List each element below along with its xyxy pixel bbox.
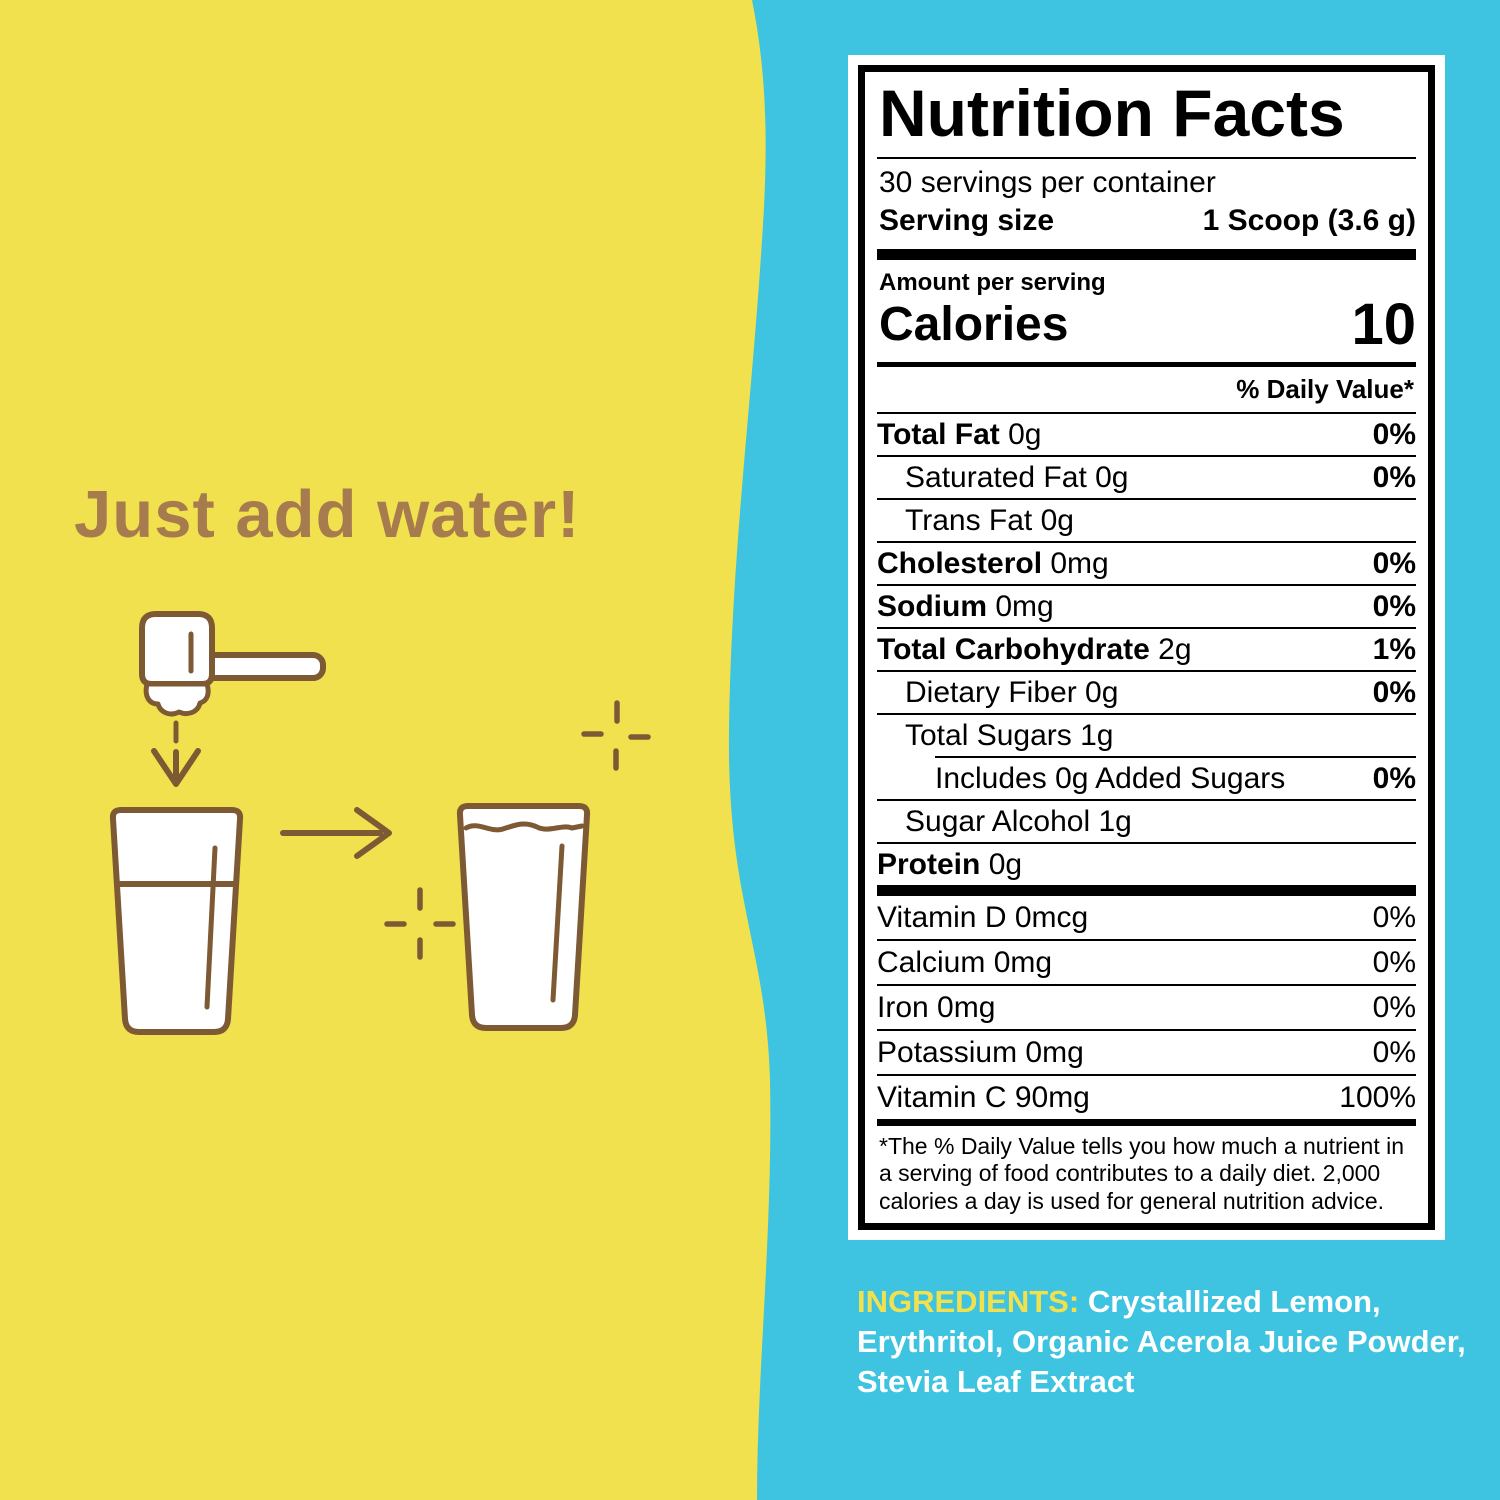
nutrient-row: Sugar Alcohol 1g (877, 799, 1416, 842)
nutrient-name-amount: Total Carbohydrate 2g (877, 632, 1192, 666)
ingredients-line: Erythritol, Organic Acerola Juice Powder… (857, 1324, 1466, 1359)
nutrient-row: Cholesterol 0mg 0% (877, 541, 1416, 584)
nutrient-daily-value: 1% (1372, 632, 1416, 666)
ingredients-block: INGREDIENTS: Crystallized Lemon, Erythri… (857, 1282, 1497, 1402)
scoop-icon (139, 611, 326, 744)
vitamin-daily-value: 0% (1372, 900, 1416, 934)
nutrient-row: Total Carbohydrate 2g 1% (877, 627, 1416, 670)
nutrient-daily-value: 0% (1372, 417, 1416, 451)
nutrient-row: Saturated Fat 0g 0% (877, 455, 1416, 498)
glass-of-water-icon (109, 807, 244, 1035)
calories-label: Calories (879, 298, 1069, 352)
nutrient-name-amount: Protein 0g (877, 847, 1023, 881)
nutrient-daily-value: 0% (1372, 675, 1416, 709)
nutrient-daily-value: 0% (1372, 546, 1416, 580)
vitamin-name-amount: Vitamin C 90mg (877, 1080, 1090, 1114)
partial-rule (935, 756, 1416, 759)
amount-per-serving: Amount per serving (879, 268, 1106, 296)
calories-value: 10 (1351, 291, 1416, 357)
divider-bar (877, 1119, 1416, 1126)
servings-per-container: 30 servings per container (879, 166, 1216, 200)
nutrient-row: Protein 0g (877, 842, 1416, 885)
vitamin-row: Iron 0mg 0% (877, 986, 1416, 1032)
nutrition-facts-inner: Nutrition Facts 30 servings per containe… (858, 65, 1435, 1230)
ingredients-label: INGREDIENTS: (857, 1284, 1080, 1319)
vitamin-daily-value: 100% (1339, 1080, 1416, 1114)
divider-bar (877, 249, 1416, 260)
wave-shape (0, 0, 771, 1500)
nutrient-row: Total Sugars 1g (877, 713, 1416, 756)
ingredients-line: INGREDIENTS: Crystallized Lemon, (857, 1282, 1497, 1322)
daily-value-header: % Daily Value* (1236, 374, 1414, 405)
vitamin-name-amount: Calcium 0mg (877, 945, 1053, 979)
ingredients-text: Crystallized Lemon, (1087, 1284, 1381, 1319)
nutrient-row: Trans Fat 0g (877, 498, 1416, 541)
vitamin-row: Potassium 0mg 0% (877, 1031, 1416, 1077)
nutrient-name-amount: Total Sugars 1g (905, 718, 1114, 752)
serving-size-label: Serving size (879, 204, 1055, 238)
vitamin-name-amount: Potassium 0mg (877, 1035, 1084, 1069)
nutrient-rows: Total Fat 0g 0% Saturated Fat 0g 0% Trans Fa… (877, 412, 1416, 885)
calories-row: Calories 10 (877, 291, 1416, 357)
headline: Just add water! (74, 477, 581, 552)
sparkle-icon (581, 700, 651, 771)
nutrient-daily-value: 0% (1372, 460, 1416, 494)
nutrient-row: Dietary Fiber 0g 0% (877, 670, 1416, 713)
vitamin-name-amount: Iron 0mg (877, 990, 996, 1024)
nutrition-facts-label: Nutrition Facts 30 servings per containe… (848, 55, 1445, 1240)
serving-size-value: 1 Scoop (3.6 g) (1202, 204, 1416, 238)
vitamin-row: Vitamin D 0mcg 0% (877, 896, 1416, 942)
vitamin-name-amount: Vitamin D 0mcg (877, 900, 1089, 934)
nutrient-name-amount: Sodium 0mg (877, 589, 1054, 623)
vitamin-daily-value: 0% (1372, 1035, 1416, 1069)
nutrient-daily-value: 0% (1372, 589, 1416, 623)
full-glass-icon (456, 803, 591, 1031)
vitamin-daily-value: 0% (1372, 990, 1416, 1024)
down-arrow-icon (151, 748, 201, 787)
serving-size-row: Serving size 1 Scoop (3.6 g) (877, 202, 1416, 240)
nutrient-name-amount: Total Fat 0g (877, 417, 1042, 451)
nutrient-name-amount: Saturated Fat 0g (905, 460, 1129, 494)
vitamin-row: Vitamin C 90mg 100% (877, 1076, 1416, 1119)
vitamin-daily-value: 0% (1372, 945, 1416, 979)
nutrient-daily-value: 0% (1372, 761, 1416, 795)
ingredients-line: Stevia Leaf Extract (857, 1364, 1135, 1399)
sparkle-icon (384, 887, 456, 960)
right-arrow-icon (280, 807, 392, 859)
daily-value-footnote: *The % Daily Value tells you how much a … (879, 1132, 1405, 1214)
nutrient-name-amount: Includes 0g Added Sugars (935, 761, 1286, 795)
nutrient-name-amount: Dietary Fiber 0g (905, 675, 1119, 709)
nutrient-row: Sodium 0mg 0% (877, 584, 1416, 627)
divider-bar (877, 362, 1416, 368)
nutrient-name-amount: Cholesterol 0mg (877, 546, 1109, 580)
vitamin-rows: Vitamin D 0mcg 0% Calcium 0mg 0% Iron 0mg 0% P… (877, 896, 1416, 1119)
vitamin-row: Calcium 0mg 0% (877, 941, 1416, 987)
nutrition-facts-title: Nutrition Facts (877, 76, 1416, 160)
nutrient-row: Includes 0g Added Sugars 0% (877, 756, 1416, 799)
nutrient-name-amount: Trans Fat 0g (905, 503, 1074, 537)
nutrient-row: Total Fat 0g 0% (877, 412, 1416, 455)
divider-bar (877, 885, 1416, 897)
nutrient-name-amount: Sugar Alcohol 1g (905, 804, 1132, 838)
